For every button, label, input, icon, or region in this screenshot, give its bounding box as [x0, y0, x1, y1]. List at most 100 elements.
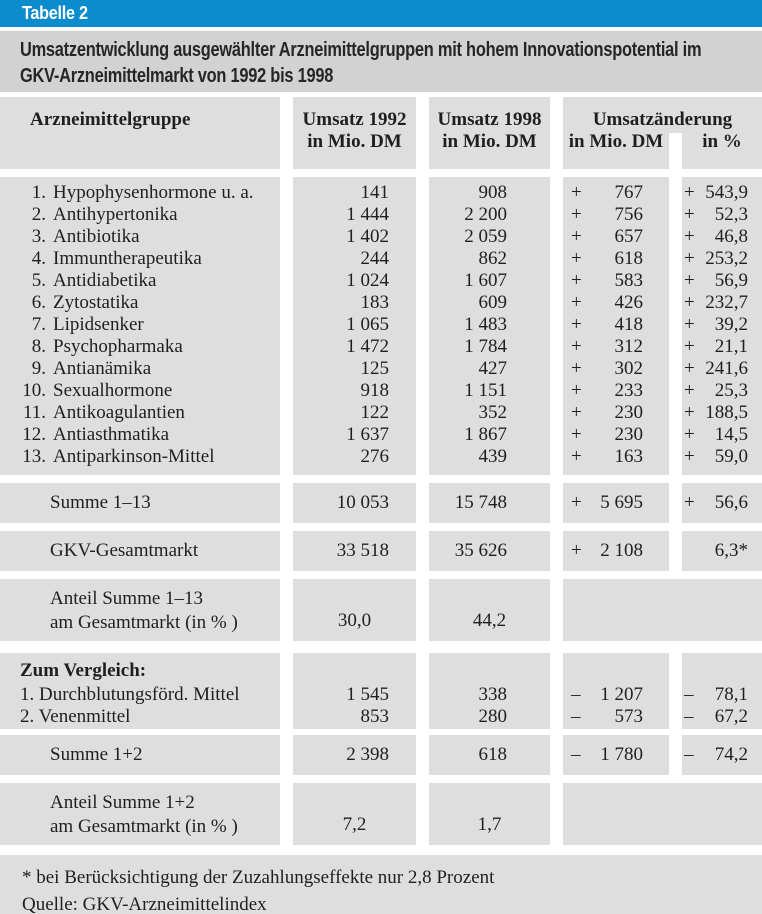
pct-sign: + — [684, 492, 695, 513]
change-sign: + — [571, 336, 582, 357]
summe13-pct-box: +56,6 — [684, 492, 748, 514]
row-change-dm: +767 — [571, 182, 643, 204]
row-umsatz-1992: 141 — [360, 182, 390, 203]
row-change-pct: +14,5 — [684, 424, 748, 446]
vergleich-group-cell: Zum Vergleich: 1. Durchblutungsförd. Mit… — [0, 653, 280, 729]
summe13-umsatz-1998: 15 748 — [429, 483, 550, 523]
gkv-umsatz-1992: 33 518 — [293, 531, 416, 571]
row-number: 11. — [22, 402, 46, 423]
vergleich-umsatz-1992: 853 — [360, 706, 390, 727]
row-name: Zytostatika — [53, 292, 139, 313]
spacer — [293, 658, 416, 684]
row-name: Antiasthmatika — [53, 424, 170, 445]
header-umsatz-1992-line2: in Mio. DM — [307, 131, 402, 152]
row-umsatz-1992: 1 065 — [346, 314, 389, 335]
pct-sign: + — [684, 248, 695, 269]
pct-value: 52,3 — [714, 204, 748, 225]
header-change-pct: in % — [702, 131, 742, 152]
vergleich-change-dm: – 573 — [571, 706, 643, 728]
header-umsatz-1992: Umsatz 1992 in Mio. DM — [293, 97, 416, 169]
header-umsatz-1992-line1: Umsatz 1992 — [302, 109, 407, 130]
anteil12-1998: 1,7 — [429, 783, 550, 845]
table-row-name: 11. Antikoagulantien — [0, 402, 280, 424]
spacer — [682, 658, 762, 684]
row-change-dm: +230 — [571, 402, 643, 424]
header-change-dm: in Mio. DM — [568, 131, 664, 152]
pct-sign: + — [684, 204, 695, 225]
row-number: 1. — [31, 182, 46, 203]
row-umsatz-1992: 918 — [360, 380, 390, 401]
change-sign: + — [571, 204, 582, 225]
row-change-dm: +163 — [571, 446, 643, 468]
change-sign: + — [571, 182, 582, 203]
pct-sign: + — [684, 446, 695, 467]
table-number-bar: Tabelle 2 — [0, 0, 762, 27]
pct-sign: + — [684, 292, 695, 313]
header-umsatz-1998: Umsatz 1998 in Mio. DM — [429, 97, 550, 169]
row-change-dm: +426 — [571, 292, 643, 314]
vergleich-umsatz-1998: 280 — [478, 706, 508, 727]
header-column-divider — [669, 133, 682, 169]
pct-value: 232,7 — [705, 292, 748, 313]
vergleich-change-pct: –67,2 — [684, 706, 748, 728]
pct-sign: + — [684, 182, 695, 203]
row-change-pct: +46,8 — [684, 226, 748, 248]
change-value: 233 — [614, 380, 644, 401]
table-title: Umsatzentwicklung ausgewählter Arzneimit… — [20, 39, 702, 87]
pct-sign: – — [684, 706, 694, 727]
row-change-pct: +56,9 — [684, 270, 748, 292]
row-number: 6. — [31, 292, 46, 313]
table-row-name: 12. Antiasthmatika — [0, 424, 280, 446]
change-value: 426 — [614, 292, 644, 313]
change-value: 657 — [614, 226, 644, 247]
change-sign: + — [571, 358, 582, 379]
pct-value: 46,8 — [714, 226, 748, 247]
table-header-row: Arzneimittelgruppe Umsatz 1992 in Mio. D… — [0, 97, 762, 169]
change-value: 418 — [614, 314, 644, 335]
row-number: 4. — [31, 248, 46, 269]
change-sign: + — [571, 270, 582, 291]
row-name: Psychopharmaka — [53, 336, 183, 357]
summe-1-2-row: Summe 1+2 2 398 618 –1 780 –74,2 — [0, 735, 762, 775]
table-row-name: 7. Lipidsenker — [0, 314, 280, 336]
row-umsatz-1998: 2 200 — [464, 204, 507, 225]
summe12-change-dm: –1 780 — [563, 735, 669, 775]
row-change-dm: +756 — [571, 204, 643, 226]
anteil12-empty-cell — [563, 783, 762, 845]
pct-value: 14,5 — [714, 424, 748, 445]
change-sign: + — [571, 540, 582, 561]
row-umsatz-1998: 439 — [478, 446, 508, 467]
change-sign: – — [571, 684, 581, 705]
table-row-name: 2. Antihypertonika — [0, 204, 280, 226]
row-change-pct: +232,7 — [684, 292, 748, 314]
change-sign: – — [571, 744, 581, 765]
row-name: Immuntherapeutika — [53, 248, 202, 269]
anteil13-line2: am Gesamtmarkt (in % ) — [50, 612, 238, 633]
row-change-dm: +657 — [571, 226, 643, 248]
vergleich-change-cell: –1 207– 573 — [563, 653, 669, 729]
vergleich-block: Zum Vergleich: 1. Durchblutungsförd. Mit… — [0, 653, 762, 729]
row-change-dm: +230 — [571, 424, 643, 446]
row-umsatz-1992: 1 024 — [346, 270, 389, 291]
vergleich-pct-values: –78,1–67,2 — [682, 684, 762, 728]
header-group: Arzneimittelgruppe — [0, 97, 280, 169]
vergleich-1998-cell: 338 280 — [429, 653, 550, 729]
pct-sign: – — [684, 744, 694, 765]
row-change-pct: +39,2 — [684, 314, 748, 336]
row-name: Antihypertonika — [53, 204, 178, 225]
row-change-dm: +583 — [571, 270, 643, 292]
row-name: Lipidsenker — [53, 314, 144, 335]
pct-value: 56,9 — [714, 270, 748, 291]
row-change-dm: +233 — [571, 380, 643, 402]
change-value: 573 — [614, 706, 644, 727]
row-umsatz-1998: 1 867 — [464, 424, 507, 445]
vergleich-change-values: –1 207– 573 — [563, 684, 669, 728]
pct-sign: + — [684, 336, 695, 357]
change-sign: – — [571, 706, 581, 727]
row-umsatz-1998: 1 784 — [464, 336, 507, 357]
summe13-umsatz-1992: 10 053 — [293, 483, 416, 523]
table-row-name: 9. Antianämika — [0, 358, 280, 380]
anteil12-line2: am Gesamtmarkt (in % ) — [50, 816, 238, 837]
summe12-umsatz-1992: 2 398 — [293, 735, 416, 775]
anteil-1-2-block: Anteil Summe 1+2 am Gesamtmarkt (in % ) … — [0, 783, 762, 845]
